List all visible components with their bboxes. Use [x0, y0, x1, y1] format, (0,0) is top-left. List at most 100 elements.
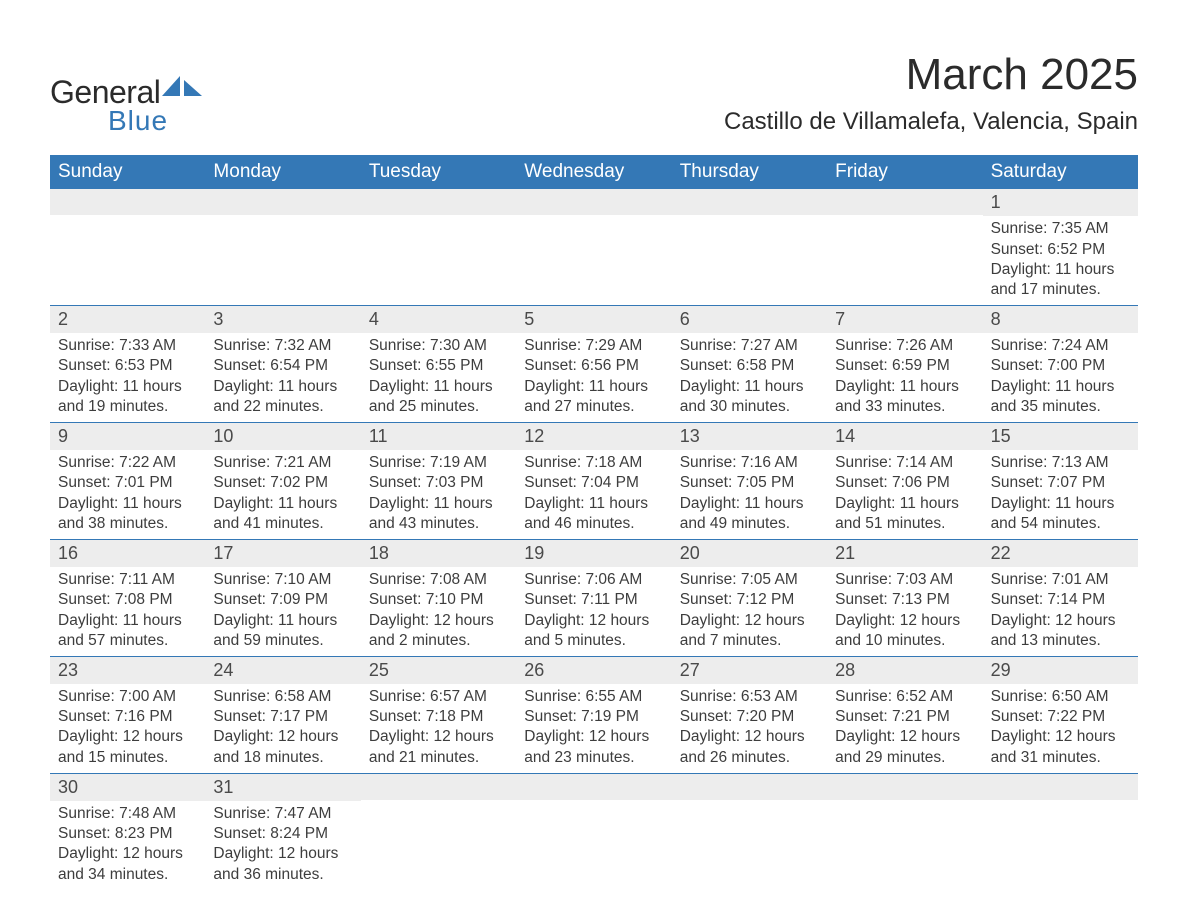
day-cell: 12Sunrise: 7:18 AMSunset: 7:04 PMDayligh…	[516, 423, 671, 539]
sunrise-text: Sunrise: 7:24 AM	[991, 336, 1130, 356]
sunrise-text: Sunrise: 7:08 AM	[369, 570, 508, 590]
daylight-text: Daylight: 11 hours and 33 minutes.	[835, 377, 974, 417]
week-row: 16Sunrise: 7:11 AMSunset: 7:08 PMDayligh…	[50, 540, 1138, 657]
sunset-text: Sunset: 7:19 PM	[524, 707, 663, 727]
day-number: 9	[50, 423, 205, 450]
daylight-text: Daylight: 11 hours and 22 minutes.	[213, 377, 352, 417]
day-cell: 25Sunrise: 6:57 AMSunset: 7:18 PMDayligh…	[361, 657, 516, 773]
sunrise-text: Sunrise: 7:35 AM	[991, 219, 1130, 239]
daylight-text: Daylight: 12 hours and 15 minutes.	[58, 727, 197, 767]
day-cell: 24Sunrise: 6:58 AMSunset: 7:17 PMDayligh…	[205, 657, 360, 773]
day-number: 12	[516, 423, 671, 450]
sunset-text: Sunset: 6:55 PM	[369, 356, 508, 376]
sunset-text: Sunset: 7:16 PM	[58, 707, 197, 727]
daylight-text: Daylight: 12 hours and 23 minutes.	[524, 727, 663, 767]
day-content: Sunrise: 7:08 AMSunset: 7:10 PMDaylight:…	[361, 567, 516, 656]
sunrise-text: Sunrise: 7:14 AM	[835, 453, 974, 473]
sunrise-text: Sunrise: 7:48 AM	[58, 804, 197, 824]
day-cell: 9Sunrise: 7:22 AMSunset: 7:01 PMDaylight…	[50, 423, 205, 539]
day-cell: 10Sunrise: 7:21 AMSunset: 7:02 PMDayligh…	[205, 423, 360, 539]
day-content: Sunrise: 7:48 AMSunset: 8:23 PMDaylight:…	[50, 801, 205, 890]
sunrise-text: Sunrise: 7:16 AM	[680, 453, 819, 473]
sunset-text: Sunset: 7:10 PM	[369, 590, 508, 610]
day-number: 10	[205, 423, 360, 450]
day-number: 28	[827, 657, 982, 684]
sunset-text: Sunset: 7:03 PM	[369, 473, 508, 493]
day-cell: 3Sunrise: 7:32 AMSunset: 6:54 PMDaylight…	[205, 306, 360, 422]
day-content: Sunrise: 7:05 AMSunset: 7:12 PMDaylight:…	[672, 567, 827, 656]
weekday-header: Tuesday	[361, 155, 516, 189]
sunrise-text: Sunrise: 7:32 AM	[213, 336, 352, 356]
daylight-text: Daylight: 12 hours and 36 minutes.	[213, 844, 352, 884]
day-content: Sunrise: 6:52 AMSunset: 7:21 PMDaylight:…	[827, 684, 982, 773]
day-content: Sunrise: 7:18 AMSunset: 7:04 PMDaylight:…	[516, 450, 671, 539]
sunrise-text: Sunrise: 7:30 AM	[369, 336, 508, 356]
day-cell: 2Sunrise: 7:33 AMSunset: 6:53 PMDaylight…	[50, 306, 205, 422]
empty-day-bar	[50, 189, 205, 215]
day-number: 16	[50, 540, 205, 567]
day-content: Sunrise: 7:21 AMSunset: 7:02 PMDaylight:…	[205, 450, 360, 539]
daylight-text: Daylight: 11 hours and 30 minutes.	[680, 377, 819, 417]
daylight-text: Daylight: 12 hours and 21 minutes.	[369, 727, 508, 767]
day-number: 17	[205, 540, 360, 567]
daylight-text: Daylight: 11 hours and 43 minutes.	[369, 494, 508, 534]
location-subtitle: Castillo de Villamalefa, Valencia, Spain	[724, 108, 1138, 136]
day-cell: 4Sunrise: 7:30 AMSunset: 6:55 PMDaylight…	[361, 306, 516, 422]
title-block: March 2025 Castillo de Villamalefa, Vale…	[724, 50, 1138, 136]
day-content: Sunrise: 7:22 AMSunset: 7:01 PMDaylight:…	[50, 450, 205, 539]
day-cell: 19Sunrise: 7:06 AMSunset: 7:11 PMDayligh…	[516, 540, 671, 656]
daylight-text: Daylight: 12 hours and 2 minutes.	[369, 611, 508, 651]
empty-day-bar	[516, 774, 671, 800]
sunrise-text: Sunrise: 7:13 AM	[991, 453, 1130, 473]
sunrise-text: Sunrise: 6:52 AM	[835, 687, 974, 707]
daylight-text: Daylight: 11 hours and 49 minutes.	[680, 494, 819, 534]
sunset-text: Sunset: 8:24 PM	[213, 824, 352, 844]
day-cell: 13Sunrise: 7:16 AMSunset: 7:05 PMDayligh…	[672, 423, 827, 539]
day-content: Sunrise: 7:33 AMSunset: 6:53 PMDaylight:…	[50, 333, 205, 422]
day-number: 19	[516, 540, 671, 567]
sunset-text: Sunset: 7:07 PM	[991, 473, 1130, 493]
day-content: Sunrise: 7:11 AMSunset: 7:08 PMDaylight:…	[50, 567, 205, 656]
daylight-text: Daylight: 12 hours and 10 minutes.	[835, 611, 974, 651]
empty-day-bar	[516, 189, 671, 215]
day-cell	[516, 774, 671, 890]
sunset-text: Sunset: 6:54 PM	[213, 356, 352, 376]
empty-day-bar	[672, 189, 827, 215]
day-content: Sunrise: 7:19 AMSunset: 7:03 PMDaylight:…	[361, 450, 516, 539]
weekday-header: Sunday	[50, 155, 205, 189]
day-content: Sunrise: 7:10 AMSunset: 7:09 PMDaylight:…	[205, 567, 360, 656]
day-content: Sunrise: 7:01 AMSunset: 7:14 PMDaylight:…	[983, 567, 1138, 656]
empty-day-bar	[827, 189, 982, 215]
day-content: Sunrise: 7:00 AMSunset: 7:16 PMDaylight:…	[50, 684, 205, 773]
day-number: 27	[672, 657, 827, 684]
day-content: Sunrise: 7:06 AMSunset: 7:11 PMDaylight:…	[516, 567, 671, 656]
sunrise-text: Sunrise: 7:18 AM	[524, 453, 663, 473]
day-number: 25	[361, 657, 516, 684]
sunrise-text: Sunrise: 7:05 AM	[680, 570, 819, 590]
sunrise-text: Sunrise: 7:06 AM	[524, 570, 663, 590]
header: General Blue March 2025 Castillo de Vill…	[50, 50, 1138, 137]
daylight-text: Daylight: 11 hours and 38 minutes.	[58, 494, 197, 534]
logo-text-blue: Blue	[108, 105, 202, 137]
day-cell	[827, 774, 982, 890]
sunset-text: Sunset: 7:12 PM	[680, 590, 819, 610]
sunrise-text: Sunrise: 7:03 AM	[835, 570, 974, 590]
day-cell: 26Sunrise: 6:55 AMSunset: 7:19 PMDayligh…	[516, 657, 671, 773]
empty-day-bar	[983, 774, 1138, 800]
day-number: 11	[361, 423, 516, 450]
sunset-text: Sunset: 6:59 PM	[835, 356, 974, 376]
daylight-text: Daylight: 12 hours and 34 minutes.	[58, 844, 197, 884]
day-cell	[672, 774, 827, 890]
sunset-text: Sunset: 7:00 PM	[991, 356, 1130, 376]
day-number: 26	[516, 657, 671, 684]
daylight-text: Daylight: 12 hours and 31 minutes.	[991, 727, 1130, 767]
empty-day-bar	[205, 189, 360, 215]
sunset-text: Sunset: 7:08 PM	[58, 590, 197, 610]
day-number: 30	[50, 774, 205, 801]
sunset-text: Sunset: 7:22 PM	[991, 707, 1130, 727]
daylight-text: Daylight: 12 hours and 18 minutes.	[213, 727, 352, 767]
day-cell: 6Sunrise: 7:27 AMSunset: 6:58 PMDaylight…	[672, 306, 827, 422]
sunrise-text: Sunrise: 7:10 AM	[213, 570, 352, 590]
weekday-header: Thursday	[672, 155, 827, 189]
daylight-text: Daylight: 12 hours and 13 minutes.	[991, 611, 1130, 651]
